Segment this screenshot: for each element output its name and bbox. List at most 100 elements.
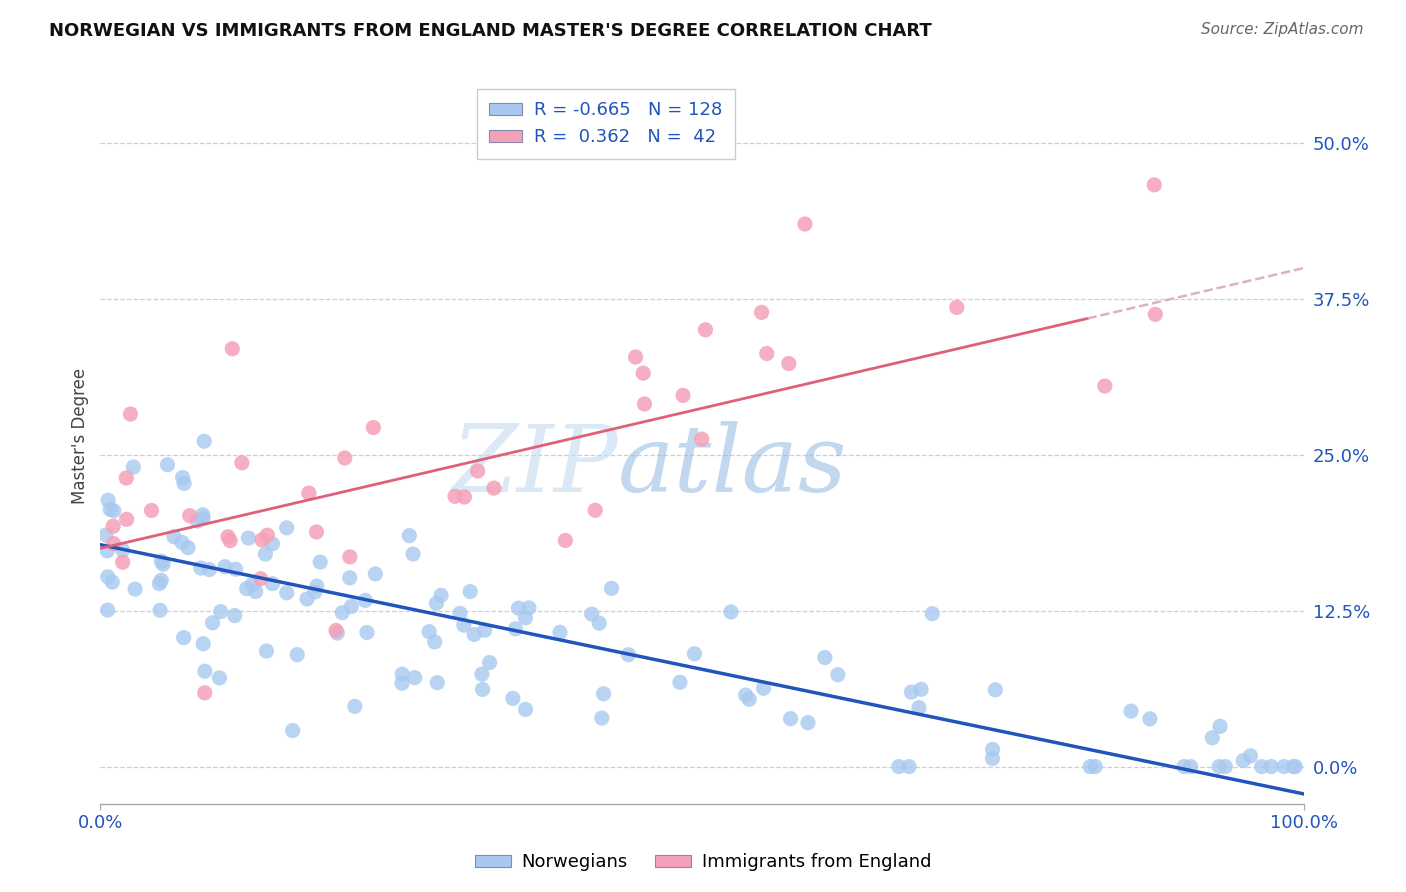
Point xyxy=(254,547,277,561)
Point xyxy=(449,607,471,621)
Point xyxy=(1260,759,1282,773)
Point xyxy=(238,531,260,545)
Point xyxy=(1139,712,1161,726)
Point xyxy=(103,519,125,533)
Point xyxy=(156,458,179,472)
Point xyxy=(794,217,817,231)
Point xyxy=(262,537,284,551)
Point xyxy=(672,388,695,402)
Point xyxy=(908,700,931,714)
Point xyxy=(179,508,201,523)
Point xyxy=(1209,719,1232,733)
Point xyxy=(600,582,623,596)
Point xyxy=(391,667,413,681)
Point xyxy=(191,637,214,651)
Point xyxy=(240,577,263,591)
Point xyxy=(224,608,246,623)
Point xyxy=(430,588,453,602)
Point xyxy=(458,584,481,599)
Point xyxy=(797,715,820,730)
Point xyxy=(981,742,1004,756)
Point xyxy=(343,699,366,714)
Point xyxy=(1208,759,1230,773)
Point xyxy=(193,434,215,449)
Text: atlas: atlas xyxy=(619,421,848,511)
Point xyxy=(245,584,267,599)
Text: ZIP: ZIP xyxy=(451,421,619,511)
Point xyxy=(1215,759,1237,773)
Text: Source: ZipAtlas.com: Source: ZipAtlas.com xyxy=(1201,22,1364,37)
Point xyxy=(1144,307,1167,321)
Point xyxy=(103,504,125,518)
Point xyxy=(592,687,614,701)
Point xyxy=(163,530,186,544)
Point xyxy=(354,593,377,607)
Point xyxy=(187,514,209,528)
Point xyxy=(1180,759,1202,773)
Point xyxy=(177,541,200,555)
Point xyxy=(517,600,540,615)
Point xyxy=(751,305,773,319)
Point xyxy=(141,503,163,517)
Point xyxy=(281,723,304,738)
Point xyxy=(444,489,467,503)
Point xyxy=(250,533,273,547)
Point xyxy=(683,647,706,661)
Point xyxy=(720,605,742,619)
Point xyxy=(363,420,385,434)
Point xyxy=(1119,704,1142,718)
Point xyxy=(298,486,321,500)
Point xyxy=(478,656,501,670)
Point xyxy=(426,675,449,690)
Point xyxy=(333,450,356,465)
Point xyxy=(173,476,195,491)
Point xyxy=(191,508,214,522)
Point xyxy=(326,626,349,640)
Point xyxy=(152,557,174,571)
Point xyxy=(149,603,172,617)
Point xyxy=(515,611,537,625)
Point xyxy=(254,644,277,658)
Point xyxy=(150,554,173,568)
Point xyxy=(150,574,173,588)
Point xyxy=(921,607,943,621)
Point xyxy=(482,481,505,495)
Point xyxy=(120,407,142,421)
Point xyxy=(94,528,117,542)
Point xyxy=(276,586,298,600)
Point xyxy=(325,624,347,638)
Point xyxy=(194,686,217,700)
Point xyxy=(690,432,713,446)
Point xyxy=(330,606,353,620)
Point xyxy=(256,528,278,542)
Point xyxy=(97,603,120,617)
Point xyxy=(305,524,328,539)
Point xyxy=(96,544,118,558)
Point xyxy=(827,667,849,681)
Point xyxy=(981,751,1004,765)
Point xyxy=(505,622,527,636)
Point xyxy=(423,635,446,649)
Point xyxy=(111,543,134,558)
Point xyxy=(115,471,138,485)
Point xyxy=(588,616,610,631)
Point xyxy=(249,572,271,586)
Point xyxy=(755,346,778,360)
Point xyxy=(1173,759,1195,773)
Point xyxy=(453,618,475,632)
Point xyxy=(945,301,967,315)
Point xyxy=(583,503,606,517)
Point xyxy=(190,561,212,575)
Point xyxy=(304,585,326,599)
Point xyxy=(984,682,1007,697)
Point xyxy=(624,350,647,364)
Point xyxy=(900,685,922,699)
Point xyxy=(1232,754,1254,768)
Point xyxy=(97,493,120,508)
Point xyxy=(101,575,124,590)
Point xyxy=(124,582,146,596)
Point xyxy=(548,625,571,640)
Point xyxy=(1272,759,1295,773)
Point xyxy=(98,502,121,516)
Point xyxy=(285,648,308,662)
